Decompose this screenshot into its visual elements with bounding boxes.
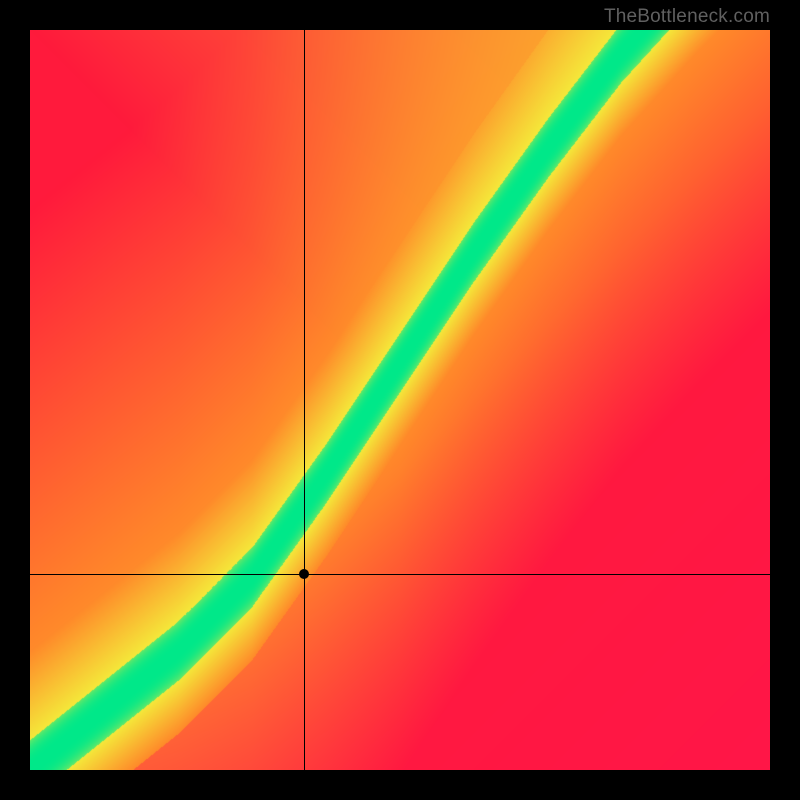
crosshair-horizontal (30, 574, 770, 575)
crosshair-vertical (304, 30, 305, 770)
bottleneck-heatmap (30, 30, 770, 770)
selection-marker (299, 569, 309, 579)
plot-area (30, 30, 770, 770)
watermark: TheBottleneck.com (604, 6, 770, 28)
